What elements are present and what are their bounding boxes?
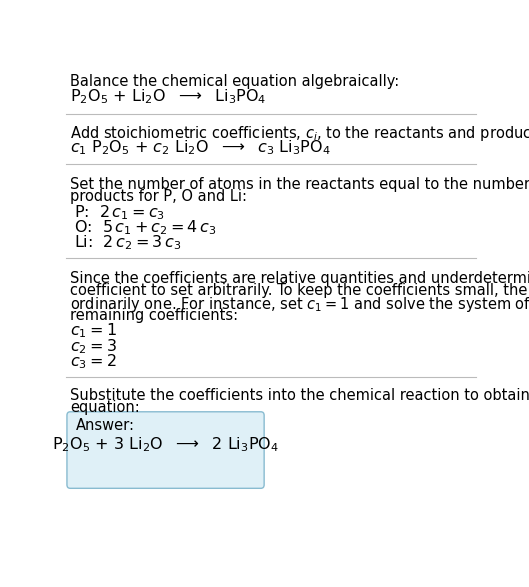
FancyBboxPatch shape	[67, 412, 264, 488]
Text: ordinarily one. For instance, set $c_1 = 1$ and solve the system of equations fo: ordinarily one. For instance, set $c_1 =…	[70, 295, 529, 314]
Text: Li:  $2\,c_2 = 3\,c_3$: Li: $2\,c_2 = 3\,c_3$	[74, 234, 182, 252]
Text: $c_1$ $\mathrm{P_2O_5}$ + $c_2$ $\mathrm{Li_2O}$  $\longrightarrow$  $c_3$ $\mat: $c_1$ $\mathrm{P_2O_5}$ + $c_2$ $\mathrm…	[70, 138, 331, 157]
Text: Since the coefficients are relative quantities and underdetermined, choose a: Since the coefficients are relative quan…	[70, 271, 529, 286]
Text: Substitute the coefficients into the chemical reaction to obtain the balanced: Substitute the coefficients into the che…	[70, 387, 529, 403]
Text: Answer:: Answer:	[76, 419, 135, 433]
Text: Add stoichiometric coefficients, $c_i$, to the reactants and products:: Add stoichiometric coefficients, $c_i$, …	[70, 124, 529, 143]
Text: $c_1 = 1$: $c_1 = 1$	[70, 322, 117, 340]
Text: $c_3 = 2$: $c_3 = 2$	[70, 352, 117, 371]
Text: P:  $2\,c_1 = c_3$: P: $2\,c_1 = c_3$	[74, 203, 165, 221]
Text: $\mathrm{P_2O_5}$ + $\mathrm{Li_2O}$  $\longrightarrow$  $\mathrm{Li_3PO_4}$: $\mathrm{P_2O_5}$ + $\mathrm{Li_2O}$ $\l…	[70, 87, 267, 106]
Text: $c_2 = 3$: $c_2 = 3$	[70, 337, 117, 356]
Text: $\mathrm{P_2O_5}$ + 3 $\mathrm{Li_2O}$  $\longrightarrow$  2 $\mathrm{Li_3PO_4}$: $\mathrm{P_2O_5}$ + 3 $\mathrm{Li_2O}$ $…	[52, 436, 279, 454]
Text: Balance the chemical equation algebraically:: Balance the chemical equation algebraica…	[70, 73, 399, 89]
Text: O:  $5\,c_1 + c_2 = 4\,c_3$: O: $5\,c_1 + c_2 = 4\,c_3$	[74, 218, 217, 237]
Text: coefficient to set arbitrarily. To keep the coefficients small, the arbitrary va: coefficient to set arbitrarily. To keep …	[70, 283, 529, 298]
Text: Set the number of atoms in the reactants equal to the number of atoms in the: Set the number of atoms in the reactants…	[70, 177, 529, 192]
Text: products for P, O and Li:: products for P, O and Li:	[70, 189, 247, 204]
Text: equation:: equation:	[70, 400, 140, 415]
Text: remaining coefficients:: remaining coefficients:	[70, 308, 239, 323]
